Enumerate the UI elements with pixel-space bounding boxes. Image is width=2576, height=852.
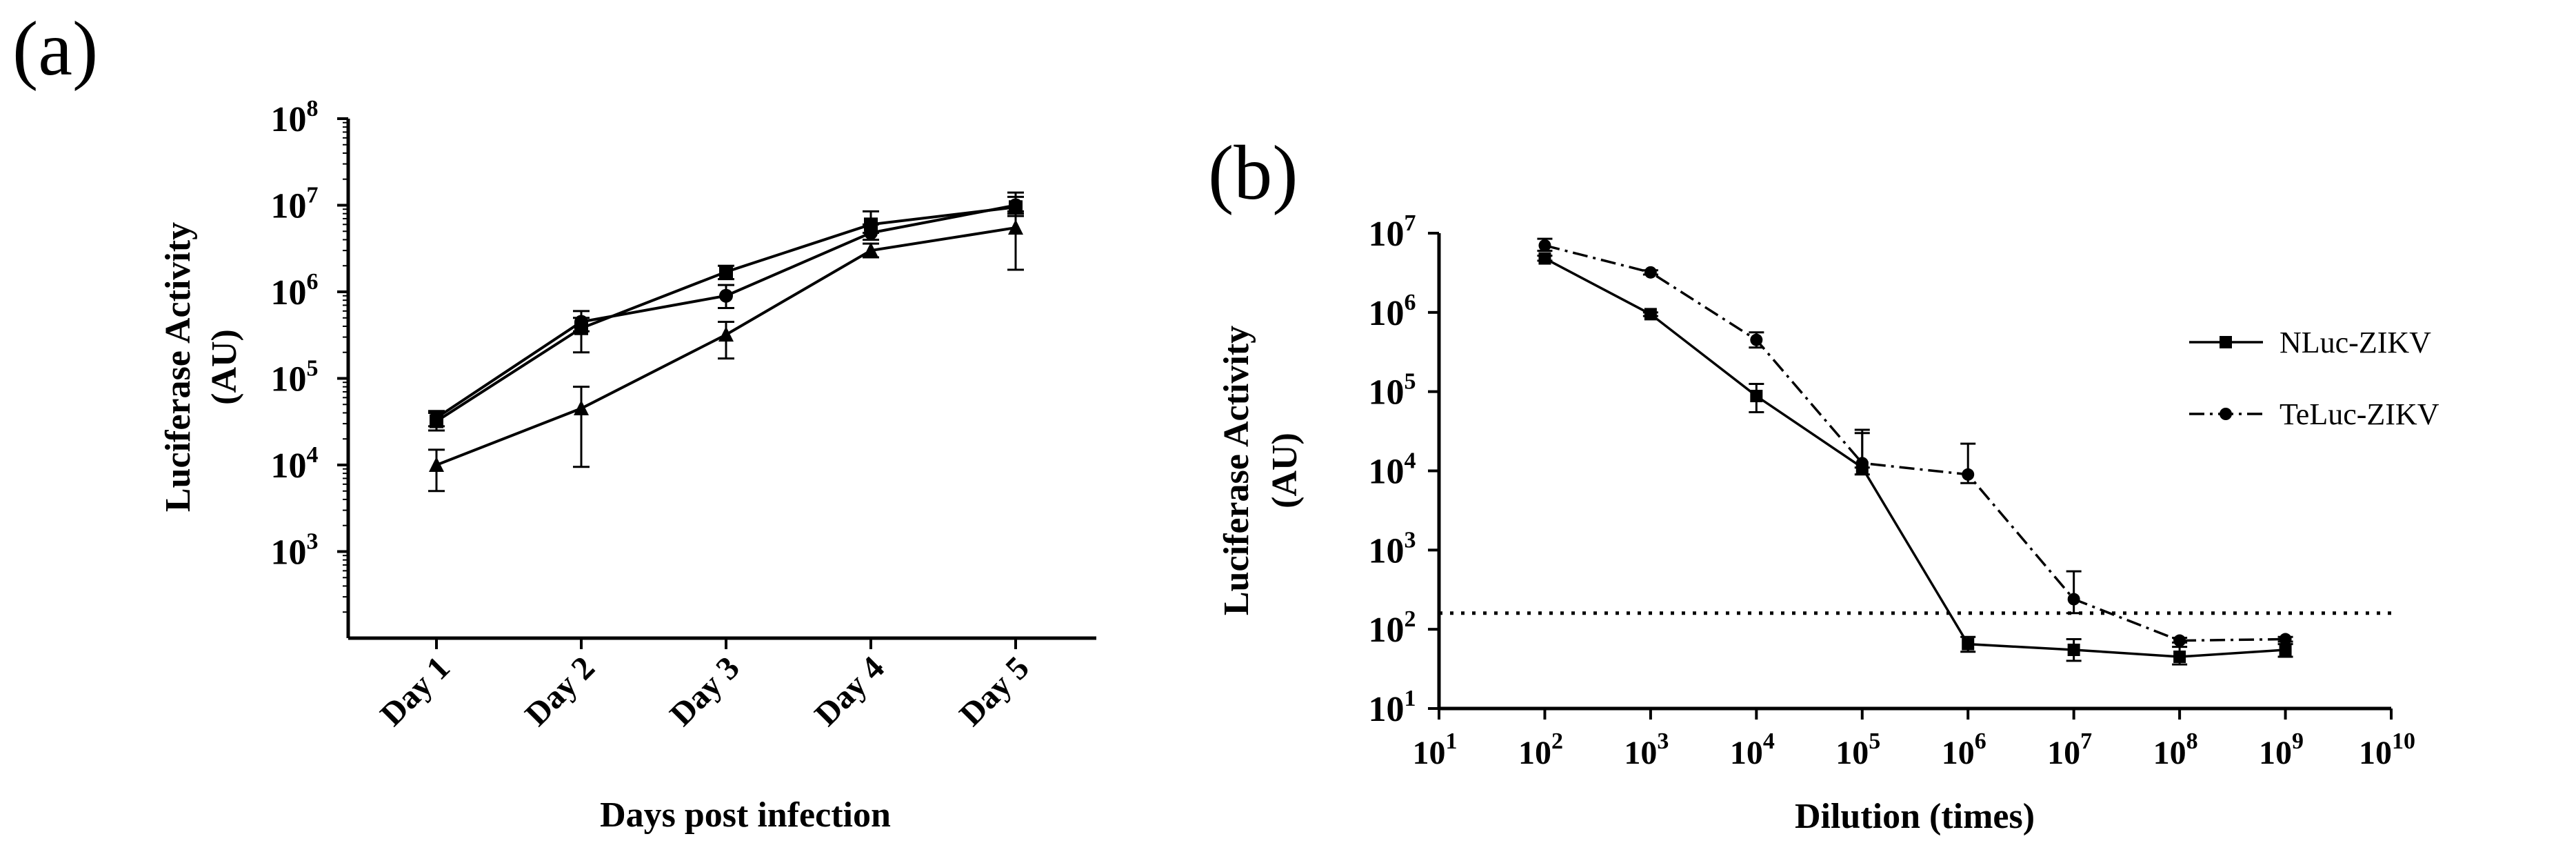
x-tick-label: 104 bbox=[1730, 729, 1775, 771]
data-point bbox=[2173, 650, 2186, 663]
series-line bbox=[1544, 244, 2286, 642]
data-point bbox=[1644, 266, 1657, 279]
data-point bbox=[864, 226, 878, 240]
x-tick-label: 109 bbox=[2259, 729, 2304, 771]
data-point bbox=[719, 288, 733, 303]
x-tick-label: 108 bbox=[2153, 729, 2198, 771]
y-tick-label: 102 bbox=[1369, 606, 1416, 650]
chart-a-ylabel-line2: (AU) bbox=[205, 329, 244, 405]
data-point bbox=[1750, 333, 1763, 346]
x-tick-label: 106 bbox=[1942, 729, 1986, 771]
x-tick-label: Day 2 bbox=[518, 649, 601, 733]
x-tick-label: Day 5 bbox=[952, 649, 1036, 733]
data-point bbox=[1750, 390, 1763, 403]
data-point bbox=[2279, 633, 2292, 646]
series-line bbox=[1544, 257, 2286, 658]
data-point bbox=[2279, 643, 2292, 656]
y-tick-label: 103 bbox=[271, 529, 319, 573]
chart-b-xlabel: Dilution (times) bbox=[1795, 797, 2035, 836]
data-point bbox=[2067, 643, 2080, 656]
data-point bbox=[1538, 252, 1551, 265]
data-point bbox=[1855, 457, 1869, 470]
y-tick-label: 104 bbox=[271, 442, 319, 486]
y-tick-label: 105 bbox=[1369, 369, 1416, 413]
data-point bbox=[1538, 239, 1551, 252]
legend-marker bbox=[2220, 408, 2232, 420]
y-tick-label: 103 bbox=[1369, 527, 1416, 571]
y-tick-label: 106 bbox=[1369, 290, 1416, 333]
x-tick-label: 101 bbox=[1413, 729, 1458, 771]
x-tick-label: Day 1 bbox=[373, 649, 456, 733]
data-point bbox=[1962, 637, 1975, 651]
x-tick-label: Day 3 bbox=[663, 649, 746, 733]
data-point bbox=[2067, 593, 2080, 606]
data-point bbox=[574, 315, 588, 329]
series-line bbox=[435, 204, 1016, 419]
data-point bbox=[2173, 634, 2186, 647]
x-tick-label: 107 bbox=[2047, 729, 2092, 771]
data-point bbox=[429, 457, 444, 472]
y-tick-label: 105 bbox=[271, 356, 319, 399]
data-point bbox=[574, 400, 589, 416]
chart-a: 103 104 105 106 107 108 Day 1 Day 2 Day 3 Day 4 Da… bbox=[271, 96, 1096, 733]
legend-label: TeLuc-ZIKV bbox=[2280, 397, 2439, 431]
x-tick-label: 103 bbox=[1624, 729, 1669, 771]
chart-a-ylabel-line1: Luciferase Activity bbox=[159, 222, 198, 512]
x-tick-label: 102 bbox=[1518, 729, 1563, 771]
y-tick-label: 107 bbox=[271, 183, 319, 226]
y-tick-label: 106 bbox=[271, 269, 319, 313]
panel-b-label: (b) bbox=[1208, 130, 1298, 216]
chart-b-ylabel-line1: Luciferase Activity bbox=[1217, 326, 1256, 615]
data-point bbox=[430, 410, 443, 425]
data-point bbox=[1008, 219, 1023, 235]
x-tick-label: 1010 bbox=[2359, 729, 2415, 771]
chart-b-ylabel-line2: (AU) bbox=[1265, 433, 1305, 508]
data-point bbox=[1962, 468, 1975, 481]
legend-label: NLuc-ZIKV bbox=[2280, 326, 2431, 359]
data-point bbox=[863, 242, 878, 258]
x-tick-label: Day 4 bbox=[807, 649, 891, 733]
x-tick-label: 105 bbox=[1835, 729, 1880, 771]
y-tick-label: 101 bbox=[1369, 686, 1416, 729]
y-tick-label: 107 bbox=[1369, 210, 1416, 254]
series-line bbox=[435, 206, 1016, 423]
chart-b: 101 102 103 104 105 106 107 101 102 103 104 105 106 1… bbox=[1369, 210, 2439, 771]
data-point bbox=[1644, 308, 1657, 321]
legend: NLuc-ZIKV TeLuc-ZIKV bbox=[2189, 326, 2439, 431]
y-tick-label: 108 bbox=[271, 96, 319, 139]
panel-a-label: (a) bbox=[12, 6, 98, 92]
y-tick-label: 104 bbox=[1369, 448, 1416, 492]
legend-marker bbox=[2220, 336, 2232, 348]
data-point bbox=[1009, 198, 1023, 212]
chart-a-xlabel: Days post infection bbox=[600, 795, 891, 835]
data-point bbox=[718, 326, 734, 342]
data-point bbox=[719, 265, 733, 279]
